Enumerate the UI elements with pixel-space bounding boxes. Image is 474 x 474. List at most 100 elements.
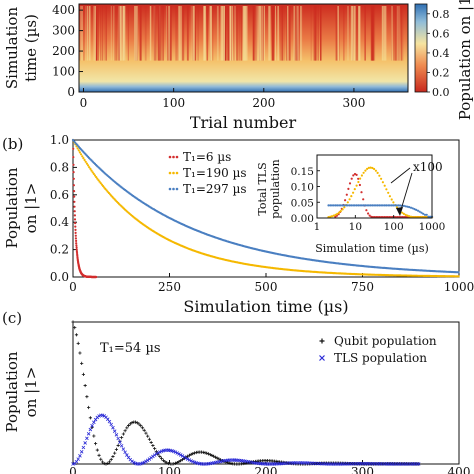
qubit-point bbox=[187, 453, 191, 457]
qubit-point bbox=[210, 453, 214, 458]
qubit-point bbox=[142, 428, 146, 432]
panel-a-ytick-label: 0 bbox=[67, 85, 75, 99]
inset-point-2 bbox=[416, 209, 420, 212]
qubit-point bbox=[104, 462, 108, 466]
heatmap-stripe bbox=[105, 6, 107, 61]
legend-marker bbox=[175, 187, 179, 191]
heatmap-stripe bbox=[287, 6, 289, 61]
inset-ytick-label: 0.00 bbox=[291, 213, 314, 225]
qubit-point bbox=[114, 447, 119, 451]
panel-b-point-1 bbox=[88, 166, 91, 169]
inset-ytick-label: 0.05 bbox=[291, 197, 314, 209]
heatmap-stripe bbox=[229, 6, 233, 61]
inset-point-1 bbox=[404, 213, 407, 216]
panel-b-point-1 bbox=[99, 182, 102, 185]
heatmap-stripe bbox=[277, 6, 279, 61]
inset-point-1 bbox=[402, 212, 405, 215]
panel-c-series bbox=[71, 320, 421, 466]
heatmap-stripe bbox=[144, 6, 147, 61]
panel-b-xtick-label: 1000 bbox=[444, 280, 474, 294]
tls-point bbox=[114, 433, 119, 437]
heatmap-stripe bbox=[110, 6, 112, 61]
heatmap-stripe bbox=[395, 6, 398, 61]
colorbar-tick-label: 0.2 bbox=[432, 66, 450, 79]
inset-point-2 bbox=[394, 204, 397, 207]
tls-point bbox=[180, 454, 185, 458]
heatmap-stripe bbox=[268, 6, 271, 61]
panel-b-point-0 bbox=[75, 242, 78, 245]
heatmap-stripe bbox=[229, 6, 232, 61]
heatmap-stripe bbox=[227, 6, 230, 61]
colorbar bbox=[414, 3, 428, 93]
panel-a-ylabel-line2: time (µs) bbox=[22, 14, 40, 82]
heatmap-stripe bbox=[258, 6, 262, 61]
legend-marker bbox=[168, 155, 172, 159]
inset-point-1 bbox=[392, 201, 395, 204]
qubit-point bbox=[74, 333, 79, 337]
heatmap-stripe bbox=[175, 6, 179, 61]
legend-marker bbox=[168, 187, 172, 191]
panel-c: (c) 0 100 200 300 400 Population on |1> T₁=5… bbox=[2, 309, 470, 474]
heatmap-stripe bbox=[216, 6, 219, 61]
inset-arrow-shaft-1 bbox=[390, 167, 411, 184]
heatmap-stripe bbox=[197, 6, 199, 61]
panel-b-point-1 bbox=[80, 153, 83, 156]
qubit-point bbox=[179, 459, 183, 463]
panel-b-point-0 bbox=[75, 239, 78, 242]
panel-b-point-1 bbox=[87, 164, 90, 167]
heatmap-stripe bbox=[255, 6, 259, 61]
qubit-point bbox=[109, 457, 113, 462]
qubit-point bbox=[97, 453, 101, 457]
heatmap-stripe bbox=[162, 6, 164, 61]
inset-point-2 bbox=[373, 204, 376, 207]
inset-point-0 bbox=[360, 191, 363, 194]
panel-b-ylabel-line1: Population bbox=[3, 167, 21, 248]
inset-point-1 bbox=[346, 201, 349, 204]
heatmap-stripe bbox=[209, 6, 212, 61]
heatmap-stripe bbox=[186, 6, 189, 61]
heatmap-stripe bbox=[220, 6, 223, 61]
qubit-point bbox=[208, 453, 212, 457]
heatmap-stripe bbox=[337, 6, 339, 61]
tls-point bbox=[123, 450, 127, 455]
qubit-point bbox=[111, 454, 115, 459]
heatmap-stripe bbox=[190, 6, 192, 61]
inset-point-2 bbox=[390, 204, 393, 207]
tls-point bbox=[121, 447, 126, 451]
heatmap-stripe bbox=[394, 6, 397, 61]
colorbar-tick-label: 0.8 bbox=[432, 8, 450, 21]
qubit-point bbox=[130, 421, 134, 425]
qubit-point bbox=[88, 416, 92, 420]
inset-point-1 bbox=[380, 177, 383, 180]
heatmap-stripe bbox=[223, 6, 225, 61]
heatmap-stripe bbox=[252, 6, 255, 61]
inset-point-2 bbox=[429, 215, 432, 218]
inset-point-2 bbox=[367, 204, 370, 207]
qubit-point bbox=[153, 447, 157, 451]
panel-b-inset: 0.00 0.05 0.10 0.15 1 10 100 1000 Total TLS po… bbox=[256, 154, 445, 255]
heatmap-stripe bbox=[149, 6, 152, 61]
inset-ytick-label: 0.15 bbox=[291, 166, 314, 178]
qubit-point bbox=[151, 443, 155, 448]
inset-point-1 bbox=[359, 177, 362, 180]
qubit-point bbox=[189, 452, 193, 456]
heatmap-stripe bbox=[320, 6, 322, 61]
inset-point-2 bbox=[360, 204, 363, 207]
tls-point bbox=[142, 460, 146, 465]
heatmap-stripe bbox=[234, 6, 236, 61]
inset-point-2 bbox=[378, 204, 381, 207]
inset-point-1 bbox=[385, 188, 388, 191]
inset-xtick-label: 10 bbox=[349, 221, 362, 233]
heatmap-stripe bbox=[123, 6, 124, 61]
panel-b-point-0 bbox=[95, 275, 98, 279]
qubit-point bbox=[78, 351, 82, 355]
heatmap-stripe bbox=[134, 6, 138, 61]
panel-b-point-1 bbox=[77, 149, 80, 152]
heatmap-stripe bbox=[300, 6, 301, 61]
heatmap-stripe bbox=[372, 6, 375, 61]
qubit-point bbox=[165, 461, 169, 465]
tls-point bbox=[107, 419, 112, 424]
legend-entry-qubit: Qubit population bbox=[334, 334, 437, 348]
inset-point-0 bbox=[344, 199, 347, 202]
qubit-point bbox=[225, 461, 230, 465]
